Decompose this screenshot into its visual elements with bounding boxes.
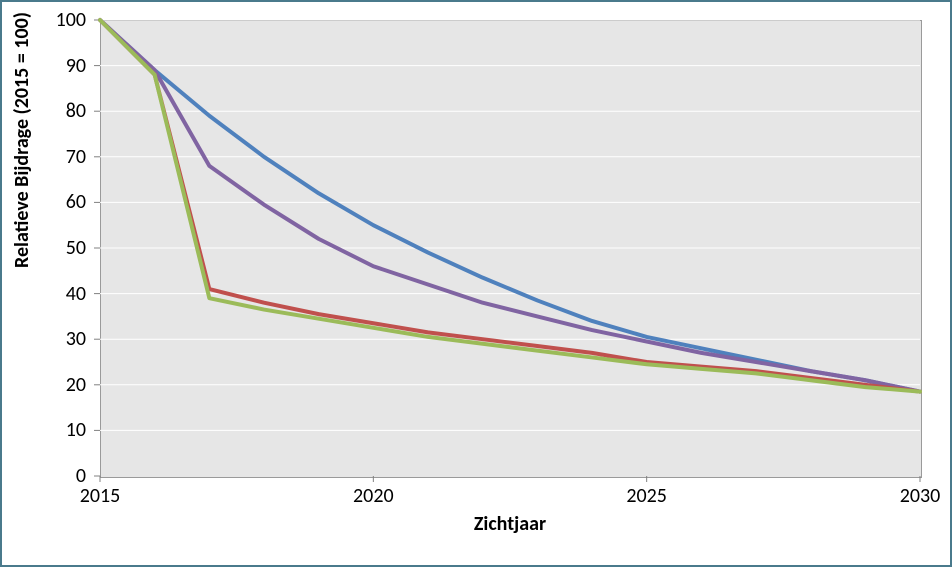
y-axis-label: Relatieve Bijdrage (2015 = 100) [10, 228, 34, 268]
y-tick-label: 20 [66, 373, 86, 397]
series-blue [100, 20, 920, 392]
y-tick-label: 10 [66, 418, 86, 442]
y-tick-label: 100 [56, 8, 86, 32]
y-tick-label: 60 [66, 190, 86, 214]
y-tick-label: 70 [66, 145, 86, 169]
chart-frame: Relatieve Bijdrage (2015 = 100) Zichtjaa… [0, 0, 952, 567]
y-tick-label: 50 [66, 236, 86, 260]
chart-svg [2, 2, 952, 569]
x-tick-label: 2015 [75, 484, 125, 508]
x-tick-label: 2020 [348, 484, 398, 508]
series-red [100, 20, 920, 392]
x-axis-label: Zichtjaar [450, 512, 570, 536]
y-tick-label: 40 [66, 282, 86, 306]
series-green [100, 20, 920, 392]
y-tick-label: 90 [66, 54, 86, 78]
series-purple [100, 20, 920, 392]
y-tick-label: 30 [66, 327, 86, 351]
x-tick-label: 2030 [895, 484, 945, 508]
y-tick-label: 80 [66, 99, 86, 123]
x-tick-label: 2025 [622, 484, 672, 508]
